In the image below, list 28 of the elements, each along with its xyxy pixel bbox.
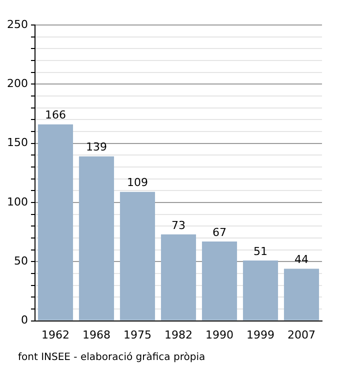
data-label: 67	[212, 226, 226, 239]
bar	[160, 234, 196, 320]
bar	[120, 192, 156, 320]
x-tick-label: 1999	[246, 328, 274, 342]
data-label: 73	[172, 218, 186, 232]
data-label: 166	[44, 108, 66, 122]
y-tick-label: 100	[6, 195, 28, 208]
bar	[78, 156, 114, 320]
y-tick-label: 150	[6, 136, 28, 150]
x-tick-label: 2007	[288, 328, 316, 342]
bar	[202, 242, 238, 320]
bar	[242, 260, 278, 320]
data-label: 51	[254, 244, 268, 258]
bar	[284, 268, 320, 320]
text: font INSEE - elaboració gràfica pròpia	[18, 352, 206, 363]
data-label: 44	[294, 253, 308, 266]
y-tick-label: 250	[6, 18, 28, 31]
x-tick-label: 1982	[164, 328, 192, 342]
y-tick-label: 50	[14, 254, 28, 268]
y-tick-label: 0	[20, 314, 28, 327]
data-label: 139	[86, 140, 107, 154]
data-label: 109	[126, 176, 148, 190]
x-tick-label: 1975	[123, 328, 152, 342]
x-tick-label: 1968	[82, 328, 110, 342]
x-tick-label: 1990	[206, 328, 234, 342]
bar	[38, 124, 74, 320]
y-tick-label: 200	[6, 77, 28, 90]
x-tick-label: 1962	[41, 328, 70, 342]
